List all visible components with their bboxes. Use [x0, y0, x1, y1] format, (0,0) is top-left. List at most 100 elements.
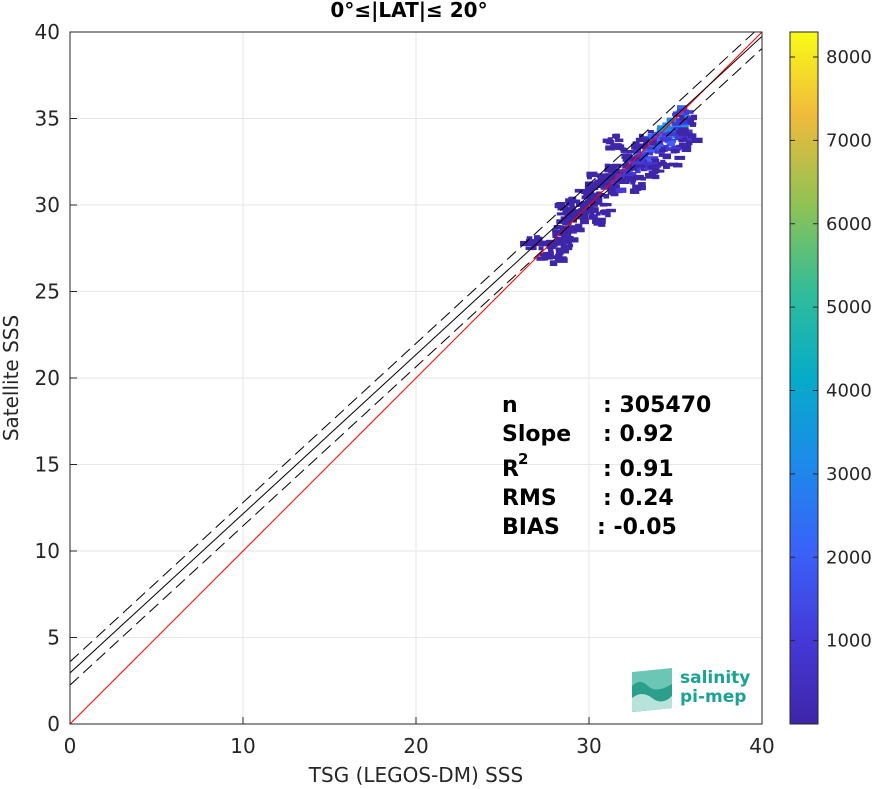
- density-cell: [541, 253, 547, 259]
- density-cell: [610, 168, 620, 173]
- y-axis-ticks: 0 5 10 15 20 25 30 35 40: [35, 20, 77, 736]
- density-cell: [678, 142, 686, 147]
- x-axis-ticks: 0 10 20 30 40: [64, 717, 775, 758]
- density-cell: [584, 190, 594, 195]
- density-cell: [666, 137, 672, 142]
- density-cell: [541, 240, 551, 247]
- density-cell: [610, 192, 619, 197]
- density-cell: [569, 203, 575, 207]
- density-cell: [681, 124, 688, 129]
- density-cell: [662, 132, 670, 137]
- density-cell: [555, 249, 564, 256]
- density-cell: [638, 182, 646, 187]
- density-cell: [622, 163, 632, 169]
- density-cell: [658, 148, 667, 153]
- density-cell: [635, 166, 642, 170]
- density-cell: [556, 212, 567, 216]
- colorbar-tick-label: 1000: [826, 631, 872, 652]
- density-cell: [665, 147, 675, 151]
- density-cell: [675, 135, 687, 140]
- density-cell: [681, 146, 687, 152]
- colorbar-tick-label: 3000: [826, 464, 872, 485]
- density-cell: [671, 121, 681, 126]
- density-cell: [578, 208, 584, 214]
- density-cell: [589, 214, 598, 220]
- density-cell: [570, 215, 577, 220]
- density-cell: [652, 174, 660, 180]
- density-cell: [647, 152, 654, 156]
- density-cell: [605, 145, 616, 151]
- line-fit-: [70, 48, 762, 686]
- density-cell: [679, 109, 689, 116]
- density-cell: [640, 176, 646, 181]
- density-cell: [677, 105, 688, 110]
- colorbar-tick-label: 5000: [826, 297, 872, 318]
- density-cell: [595, 201, 602, 205]
- density-cell: [626, 149, 634, 154]
- y-tick-label: 30: [35, 193, 60, 217]
- stat-n-value: : 305470: [603, 393, 711, 418]
- stat-bias-value: : -0.05: [597, 515, 677, 540]
- density-cell: [561, 241, 567, 246]
- density-cell: [641, 137, 650, 143]
- logo-text-pimep: pi-mep: [680, 687, 746, 707]
- density-cell: [575, 223, 583, 229]
- density-cell: [566, 221, 572, 225]
- density-cell: [556, 242, 565, 246]
- density-cell: [632, 184, 641, 190]
- density-cell: [644, 151, 650, 156]
- y-tick-label: 5: [47, 626, 60, 650]
- density-cell: [549, 255, 560, 259]
- density-cell: [546, 244, 557, 249]
- density-cell: [647, 130, 654, 134]
- density-cell: [596, 173, 607, 178]
- density-cell: [597, 217, 606, 224]
- density-cell: [660, 159, 666, 165]
- density-cell: [557, 256, 566, 260]
- density-cell: [630, 180, 636, 185]
- x-tick-label: 20: [403, 734, 428, 758]
- density-cell: [635, 168, 641, 174]
- density-cell: [605, 212, 611, 218]
- density-cell: [547, 247, 554, 253]
- density-cell: [614, 138, 624, 143]
- density-cell: [604, 163, 611, 170]
- density-cell: [554, 202, 563, 209]
- density-cell: [597, 176, 603, 182]
- density-cell: [635, 159, 646, 165]
- density-cell: [536, 256, 546, 261]
- density-cell: [593, 180, 604, 187]
- colorbar-tick-label: 7000: [826, 130, 872, 151]
- density-cell: [648, 170, 659, 175]
- density-cell: [682, 136, 694, 142]
- logo-text-salinity: salinity: [680, 668, 750, 688]
- line-1-1: [70, 32, 762, 724]
- colorbar: [790, 32, 818, 724]
- density-cell: [520, 240, 528, 247]
- density-cell: [561, 206, 567, 211]
- density-cell: [652, 164, 662, 168]
- y-tick-label: 0: [47, 712, 60, 736]
- density-cell: [575, 202, 587, 207]
- x-tick-label: 30: [576, 734, 601, 758]
- density-cell: [679, 115, 685, 121]
- density-cell: [580, 189, 586, 194]
- density-cell: [646, 161, 658, 165]
- salinity-pimep-logo: salinity pi-mep: [632, 668, 750, 712]
- density-cell: [560, 244, 569, 249]
- reference-lines: [70, 32, 762, 724]
- density-cell: [618, 178, 627, 182]
- x-tick-label: 0: [64, 734, 77, 758]
- density-cell: [538, 246, 544, 251]
- density-cell: [633, 174, 644, 179]
- density-cell: [682, 119, 688, 124]
- density-cell: [612, 163, 622, 168]
- density-cell: [603, 193, 610, 199]
- chart-title: 0°≤|LAT|≤ 20°: [330, 0, 487, 22]
- density-cell: [570, 227, 577, 234]
- density-cell: [556, 247, 567, 251]
- density-cell: [566, 200, 573, 205]
- density-cell: [592, 217, 600, 223]
- colorbar-tick-label: 6000: [826, 214, 872, 235]
- density-cell: [566, 218, 572, 223]
